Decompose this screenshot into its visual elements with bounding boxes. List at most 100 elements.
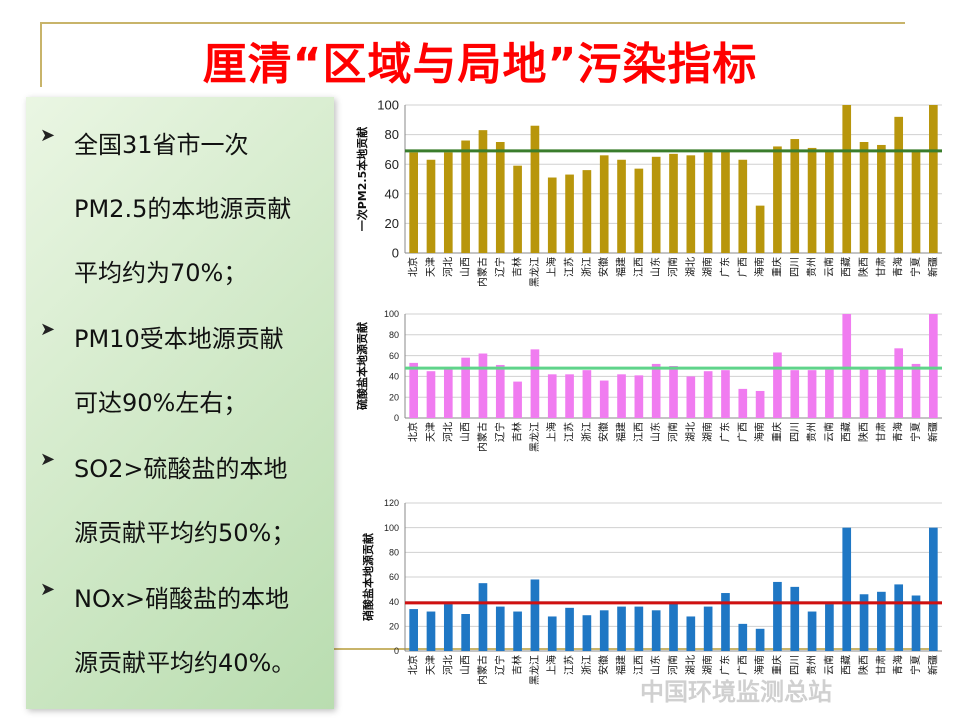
x-category-label: 辽宁: [493, 257, 506, 277]
bar: [461, 614, 470, 651]
y-tick-label: 80: [385, 127, 399, 142]
bar: [582, 370, 592, 418]
x-category-label: 广东: [718, 257, 731, 277]
x-category-label: 黑龙江: [528, 257, 541, 287]
bar: [530, 125, 540, 253]
bar: [894, 584, 904, 651]
bar: [651, 363, 661, 418]
y-axis-title: 一次PM2.5本地贡献: [355, 127, 369, 232]
x-category-label: 山西: [460, 655, 472, 675]
x-category-label: 海南: [753, 257, 766, 277]
watermark: 中国环境监测总站: [640, 678, 832, 706]
x-category-label: 青海: [892, 422, 905, 442]
x-category-label: 广东: [718, 655, 731, 675]
x-category-label: 河南: [667, 655, 680, 675]
x-category-label: 浙江: [581, 257, 593, 277]
x-category-label: 吉林: [511, 422, 524, 442]
arrow-bullet-icon: ➤: [40, 319, 56, 340]
bullet-line: 平均约为70%；: [74, 259, 248, 287]
bullet-line: NOx>硝酸盐的本地: [74, 585, 290, 613]
bar: [686, 155, 696, 253]
y-tick-label: 100: [384, 309, 399, 319]
bar: [825, 369, 834, 418]
bullet-item-nox: ➤ NOx>硝酸盐的本地 源贡献平均约40%。: [36, 567, 328, 695]
x-category-label: 四川: [790, 655, 801, 675]
y-tick-label: 0: [394, 413, 399, 423]
bar: [669, 153, 678, 253]
bar: [773, 352, 782, 418]
x-category-label: 福建: [615, 257, 628, 277]
arrow-bullet-icon: ➤: [40, 125, 56, 146]
bullet-line: 全国31省市一次: [74, 131, 249, 159]
bar: [929, 527, 938, 651]
bar: [738, 623, 748, 651]
x-category-label: 河北: [442, 257, 454, 277]
x-category-label: 山西: [460, 257, 472, 277]
x-category-label: 广西: [737, 257, 749, 277]
bar: [547, 177, 557, 253]
bullet-line: 可达90%左右；: [74, 389, 248, 417]
bar: [426, 159, 436, 253]
x-category-label: 浙江: [581, 655, 593, 675]
bar: [859, 369, 869, 418]
x-category-label: 西藏: [841, 655, 853, 675]
bar: [773, 146, 782, 253]
x-category-label: 贵州: [805, 257, 818, 277]
x-category-label: 海南: [753, 422, 766, 442]
frame-left-line: [40, 22, 42, 87]
frame-top-line: [40, 22, 905, 24]
bar: [842, 105, 852, 253]
y-tick-label: 80: [389, 547, 399, 557]
bullet-line: PM2.5的本地源贡献: [74, 195, 292, 223]
bar: [565, 174, 574, 253]
bar: [599, 380, 609, 418]
bar: [547, 616, 557, 651]
x-category-label: 新疆: [926, 257, 939, 277]
x-category-label: 河南: [667, 422, 680, 442]
x-category-label: 青海: [892, 257, 905, 277]
bar: [634, 168, 644, 253]
bar: [530, 579, 540, 651]
bar: [807, 611, 817, 651]
x-category-label: 山西: [460, 422, 472, 442]
bar: [495, 364, 505, 418]
x-category-label: 江西: [633, 422, 645, 442]
x-category-label: 陕西: [857, 655, 870, 675]
y-tick-label: 100: [384, 523, 399, 533]
x-category-label: 河北: [442, 422, 454, 442]
bullet-panel: ➤ 全国31省市一次 PM2.5的本地源贡献 平均约为70%； ➤ PM10受本…: [26, 97, 334, 709]
bar: [790, 586, 800, 651]
y-tick-label: 20: [389, 392, 399, 402]
bullet-line: SO2>硫酸盐的本地: [74, 455, 288, 483]
x-category-label: 上海: [545, 422, 558, 442]
y-tick-label: 40: [389, 372, 399, 382]
bar: [721, 593, 730, 651]
bar: [703, 606, 713, 651]
x-category-label: 四川: [790, 422, 801, 442]
bar: [738, 159, 748, 253]
bar: [807, 147, 817, 253]
slide-title: 厘清“区域与局地”污染指标: [202, 39, 758, 90]
bar: [755, 205, 765, 253]
bar: [894, 116, 904, 253]
x-category-label: 青海: [892, 655, 905, 675]
bar: [755, 390, 765, 418]
x-category-label: 江苏: [563, 422, 576, 442]
bar: [426, 611, 436, 651]
bar: [409, 609, 418, 651]
y-tick-label: 120: [384, 498, 399, 508]
bar: [513, 611, 522, 651]
bar: [565, 374, 574, 418]
bar: [877, 591, 886, 651]
x-category-label: 辽宁: [493, 655, 506, 675]
bullet-item-so2: ➤ SO2>硫酸盐的本地 源贡献平均约50%；: [36, 437, 328, 565]
bar: [461, 140, 470, 253]
bullet-line: PM10受本地源贡献: [74, 325, 284, 353]
x-category-label: 新疆: [926, 655, 939, 675]
x-category-label: 安徽: [597, 257, 610, 277]
bar: [443, 369, 453, 418]
x-category-label: 天津: [425, 422, 437, 442]
y-axis-title: 硝酸盐本地源贡献: [361, 533, 375, 621]
y-tick-label: 20: [389, 621, 399, 631]
